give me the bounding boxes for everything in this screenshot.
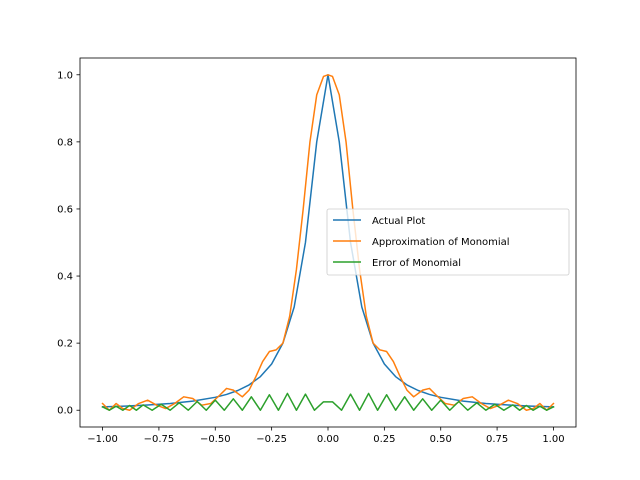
legend: Actual Plot Approximation of Monomial Erro… bbox=[326, 208, 570, 276]
x-tick-label: −0.50 bbox=[200, 434, 231, 445]
series-line-1 bbox=[101, 74, 555, 411]
legend-entry-1: Approximation of Monomial bbox=[372, 237, 510, 248]
y-tick-label: 0.2 bbox=[57, 339, 73, 350]
y-axis: 0.0 0.2 0.4 0.6 0.8 1.0 bbox=[57, 70, 80, 417]
legend-box bbox=[326, 208, 570, 276]
x-tick-label: −0.25 bbox=[256, 434, 287, 445]
series-layer bbox=[101, 74, 555, 411]
x-tick-label: 0.00 bbox=[317, 434, 339, 445]
x-tick-label: 0.25 bbox=[373, 434, 395, 445]
x-tick-label: 1.00 bbox=[542, 434, 564, 445]
legend-entry-0: Actual Plot bbox=[372, 216, 425, 227]
x-tick-label: −0.75 bbox=[144, 434, 175, 445]
legend-entry-2: Error of Monomial bbox=[372, 258, 461, 269]
x-axis: −1.00 −0.75 −0.50 −0.25 0.00 0.25 0.50 0.75 1.00 bbox=[87, 427, 565, 445]
x-tick-label: 0.50 bbox=[430, 434, 452, 445]
series-line-2 bbox=[101, 392, 555, 411]
x-tick-label: 0.75 bbox=[486, 434, 508, 445]
y-tick-label: 0.0 bbox=[57, 406, 73, 417]
x-tick-label: −1.00 bbox=[87, 434, 118, 445]
y-tick-label: 0.6 bbox=[57, 204, 73, 215]
y-tick-label: 0.4 bbox=[57, 272, 73, 283]
y-tick-label: 0.8 bbox=[57, 137, 73, 148]
y-tick-label: 1.0 bbox=[57, 70, 73, 81]
